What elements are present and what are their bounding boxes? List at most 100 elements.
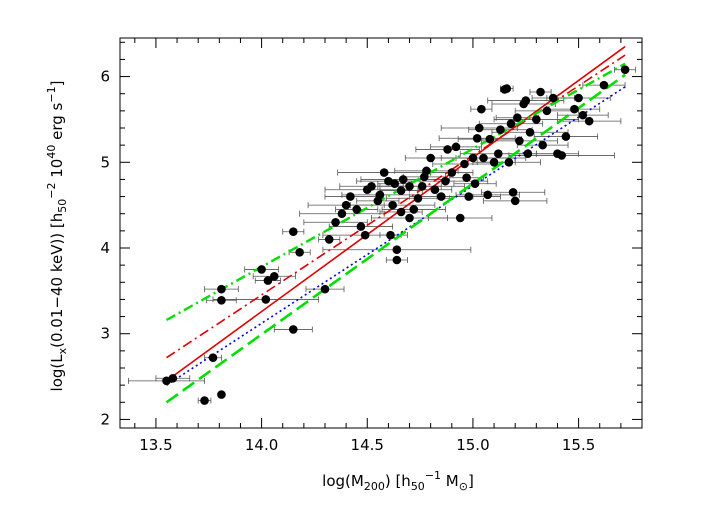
data-point — [379, 168, 389, 177]
fit-line-dashed — [165, 73, 626, 404]
data-point — [217, 295, 226, 305]
y-tick-label: 5 — [100, 153, 110, 171]
data-point — [513, 113, 522, 123]
axis-ticks: 13.5 14.0 14.5 15.0 15.5 2 3 4 5 6 — [100, 38, 643, 454]
data-point — [502, 84, 512, 93]
data-point — [269, 271, 279, 281]
x-tick-label: 15.0 — [456, 436, 489, 454]
y-tick-label: 6 — [100, 68, 110, 86]
data-point — [468, 153, 478, 163]
x-tick-label: 14.5 — [351, 436, 384, 454]
data-point — [470, 179, 480, 189]
data-point — [200, 396, 209, 405]
data-point — [413, 193, 423, 203]
data-point — [477, 104, 486, 114]
data-points — [162, 65, 630, 405]
data-point — [341, 200, 351, 210]
data-point — [257, 265, 266, 274]
data-point — [261, 295, 271, 304]
x-axis-label: log(M200) [h50−1 M⊙] — [322, 469, 474, 493]
data-point — [496, 125, 505, 135]
data-point — [396, 207, 406, 217]
plot-frame — [119, 37, 643, 429]
x-tick-label: 15.5 — [562, 436, 595, 454]
data-point — [386, 230, 395, 240]
data-point — [405, 181, 414, 191]
data-point — [485, 134, 495, 144]
data-point — [523, 149, 533, 159]
data-point — [346, 192, 355, 201]
data-point — [356, 222, 366, 231]
data-point — [409, 205, 419, 214]
data-point — [521, 96, 531, 105]
data-point — [352, 205, 361, 214]
data-point — [574, 93, 583, 103]
data-point — [570, 104, 579, 114]
data-point — [504, 157, 514, 167]
data-point — [392, 245, 402, 255]
data-point — [324, 235, 334, 244]
data-point — [392, 255, 402, 265]
data-point — [331, 217, 340, 227]
x-tick-label: 14.0 — [245, 436, 278, 454]
y-tick-label: 2 — [100, 410, 110, 428]
data-point — [288, 227, 298, 237]
data-point — [263, 276, 273, 285]
data-point — [217, 284, 226, 294]
data-point — [460, 159, 469, 169]
data-point — [390, 179, 400, 189]
data-point — [472, 133, 482, 143]
data-point — [388, 200, 397, 210]
data-point — [542, 106, 552, 116]
data-point — [430, 185, 440, 195]
data-point — [489, 157, 499, 167]
data-point — [396, 186, 406, 195]
data-point — [548, 93, 558, 103]
data-point — [483, 190, 493, 200]
y-tick-label: 3 — [100, 325, 110, 343]
fit-line-solid — [166, 45, 626, 382]
y-axis-label: log(Lx(0.01−40 keV)) [h50−2 1040 erg s−1… — [45, 81, 69, 392]
axis-labels: log(M200) [h50−1 M⊙] log(Lx(0.01−40 keV)… — [45, 81, 474, 493]
data-point — [561, 132, 571, 141]
data-point — [474, 123, 484, 133]
data-point — [455, 213, 465, 223]
data-point — [462, 173, 471, 183]
data-point — [398, 175, 408, 184]
data-point — [578, 110, 588, 120]
data-point — [436, 192, 446, 201]
data-point — [599, 80, 609, 90]
data-point — [508, 187, 518, 197]
data-point — [493, 149, 503, 159]
data-point — [208, 353, 218, 363]
data-point — [367, 181, 376, 191]
x-tick-label: 13.5 — [139, 436, 172, 454]
data-point — [360, 230, 370, 240]
data-point — [168, 373, 178, 383]
data-point — [464, 192, 474, 201]
data-point — [426, 153, 435, 163]
data-point — [536, 87, 545, 97]
data-point — [288, 325, 298, 334]
data-point — [506, 119, 516, 129]
data-point — [451, 142, 461, 152]
data-point — [320, 284, 330, 294]
data-point — [295, 247, 304, 257]
data-point — [584, 116, 594, 126]
fit-line-dashdot — [165, 62, 626, 322]
data-point — [557, 151, 566, 160]
data-point — [479, 153, 488, 163]
data-point — [510, 196, 520, 206]
data-point — [441, 176, 450, 186]
data-point — [515, 136, 524, 146]
y-tick-label: 4 — [100, 239, 110, 257]
data-point — [532, 115, 541, 124]
data-point — [375, 190, 385, 200]
data-point — [417, 181, 427, 191]
data-point — [525, 127, 535, 137]
data-point — [447, 168, 457, 177]
data-point — [443, 145, 452, 154]
data-point — [405, 213, 414, 223]
data-point — [217, 390, 226, 399]
